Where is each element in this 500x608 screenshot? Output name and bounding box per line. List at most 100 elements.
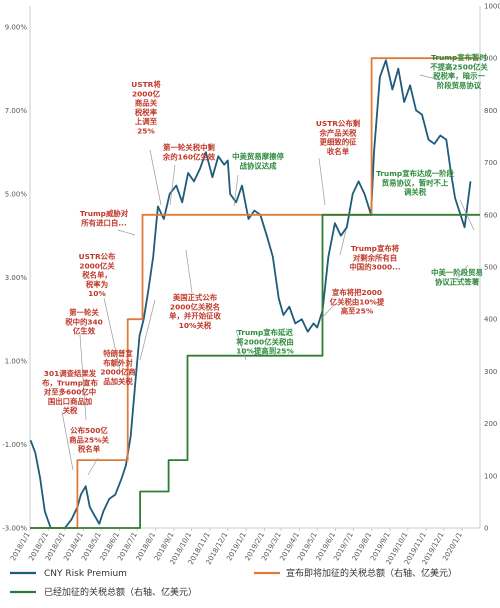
annotation-line: 更细致的征: [320, 138, 358, 147]
y-right-tick-label: 100: [484, 472, 497, 480]
y-right-tick-label: 200: [484, 420, 497, 428]
annotation-leader-line: [419, 74, 441, 81]
annotation-line: 调关税: [404, 188, 427, 197]
annotation-line: 第一轮关税中剩: [163, 143, 215, 152]
annotation-a4: USTR公布 2000亿关税名单，税率为 10%: [79, 252, 116, 298]
annotation-a2: 公布500亿商品25%关税名单: [69, 426, 109, 454]
annotation-line: 协议正式签署: [435, 277, 480, 286]
annotation-line: 2000亿商: [100, 368, 136, 377]
series-line-announced-tariffs: [30, 57, 480, 529]
annotation-a16: Trump宣布达成一阶段贸易协议，暂时不上调关税: [376, 169, 454, 197]
y-right-tick-label: 0: [484, 525, 488, 533]
annotation-leader-line: [103, 297, 121, 371]
annotation-leader-line: [459, 199, 475, 231]
annotation-a14: Trump宣布将对剩余所有自中国的3000...: [349, 244, 400, 272]
annotation-line: 第一轮关: [69, 308, 99, 317]
annotation-line: 贸易协议，暂时不上: [382, 178, 449, 187]
annotation-line: Trump宣布延迟: [237, 328, 293, 337]
annotation-line: 公布500亿: [70, 426, 108, 435]
legend-label-imposed: 已经加征的关税总额（右轴、亿美元）: [44, 586, 197, 598]
annotation-line: 301调查结果发: [44, 369, 97, 378]
annotation-line: Trump威胁对: [80, 209, 129, 218]
annotation-line: 收名单: [327, 147, 350, 156]
annotation-a11: Trump宣布延迟将2000亿关税由 10%提高到25%: [236, 328, 294, 356]
annotation-line: 10%: [88, 289, 106, 298]
annotation-line: 余的160亿生效: [162, 152, 216, 161]
annotation-line: 2000亿关税名: [170, 302, 220, 311]
annotation-line: 战协议达成: [240, 161, 278, 170]
chart-series: [29, 57, 480, 529]
annotation-leader-line: [233, 174, 239, 207]
annotation-line: 对至多600亿中: [44, 388, 96, 397]
annotation-line: 上调至: [135, 117, 158, 126]
annotation-leader-line: [87, 457, 99, 476]
y-right-tick-label: 1000: [484, 3, 500, 11]
annotation-line: 布额外对: [103, 358, 133, 367]
annotation-a13: USTR公布剩余产品关税更细致的征收名单: [316, 119, 360, 156]
annotation-leader-line: [79, 334, 87, 421]
annotation-leader-line: [339, 229, 347, 256]
annotation-line: USTR公布剩: [316, 119, 360, 128]
y-right-tick-label: 300: [484, 368, 497, 376]
y-left-tick-label: -1.00%: [2, 441, 27, 449]
annotation-a17: 中美一阶段贸易协议正式签署: [431, 268, 483, 286]
y-left-tick-label: 3.00%: [5, 274, 28, 282]
annotation-line: 布，Trump宣布: [42, 378, 98, 387]
annotation-leader-line: [61, 411, 74, 471]
annotation-line: 2000亿: [132, 89, 161, 98]
annotation-leader-line: [455, 264, 469, 281]
chart-annotations: 301调查结果发布，Trump宣布对至多600亿中国出口商品加关税公布500亿商…: [42, 53, 488, 476]
annotation-a5: Trump威胁对所有进口自...: [80, 209, 129, 227]
annotation-a1: 301调查结果发布，Trump宣布对至多600亿中国出口商品加关税: [42, 369, 98, 415]
legend-label-premium: CNY Risk Premium: [44, 569, 127, 579]
annotation-leader-line: [149, 149, 162, 206]
annotation-a9: 特朗普宣布额外对 2000亿商品加关税: [100, 349, 136, 386]
annotation-leader-line: [318, 157, 326, 206]
annotation-a7: 第一轮关税中剩余的160亿生效: [162, 143, 216, 161]
legend-label-announced: 宣布即将加征的关税总额（右轴、亿美元）: [286, 567, 457, 579]
series-line-cny-risk-premium: [29, 59, 472, 529]
series-line-imposed-tariffs: [30, 213, 480, 529]
y-left-tick-label: 5.00%: [5, 190, 28, 198]
annotation-a6: USTR将 2000亿商品关税税率上调至 25%: [131, 80, 161, 136]
annotation-line: 中美贸易摩擦停: [232, 152, 284, 161]
annotation-line: Trump宣布将: [351, 244, 400, 253]
y-right-tick-label: 900: [484, 55, 497, 63]
chart-legend: CNY Risk Premium 宣布即将加征的关税总额（右轴、亿美元） 已经加…: [10, 567, 457, 598]
annotation-line: 商品关: [135, 99, 158, 108]
annotation-leader-line: [185, 249, 193, 294]
annotation-line: 2000亿关: [79, 261, 115, 270]
annotation-leader-line: [319, 304, 335, 321]
y-right-tick-label: 600: [484, 211, 497, 219]
annotation-leader-line: [117, 229, 136, 236]
annotation-a15: Trump宣布暂时不提高2500亿关税税率，暗示一阶段贸易协议: [430, 53, 488, 90]
annotation-a8: 中美贸易摩擦停战协议达成: [232, 152, 284, 170]
annotation-line: 商品25%关: [69, 435, 109, 444]
annotation-line: 单，并开始征收: [169, 312, 221, 321]
annotation-line: 阶段贸易协议: [437, 81, 482, 90]
annotation-line: 品加关税: [103, 377, 133, 386]
annotation-line: 国出口商品加: [48, 397, 92, 406]
annotation-line: 所有进口自...: [80, 218, 127, 227]
annotation-line: 宣布将把2000: [332, 288, 382, 297]
annotation-line: 对剩余所有自: [353, 253, 397, 262]
annotation-line: 亿生效: [73, 327, 96, 336]
y-left-tick-label: 7.00%: [5, 107, 28, 115]
y-right-tick-label: 400: [484, 316, 497, 324]
annotation-line: 税税率，暗示一: [433, 72, 485, 81]
annotation-line: 余产品关税: [319, 128, 358, 137]
annotation-line: 不提高2500亿关: [430, 62, 488, 71]
annotation-line: USTR公布: [79, 252, 116, 261]
y-right-tick-label: 500: [484, 264, 497, 272]
annotation-line: 中国的3000...: [349, 263, 400, 272]
annotation-line: 税名单，: [82, 271, 112, 280]
annotation-line: 25%: [137, 127, 155, 136]
annotation-line: 特朗普宣: [103, 349, 133, 358]
annotation-leader-line: [235, 329, 247, 361]
annotation-line: 亿关税由10%提: [330, 297, 385, 306]
y-right-tick-label: 800: [484, 107, 497, 115]
annotation-line: 10%提高到25%: [236, 347, 294, 356]
annotation-line: Trump宣布暂时: [431, 53, 487, 62]
annotation-leader-line: [169, 164, 176, 206]
